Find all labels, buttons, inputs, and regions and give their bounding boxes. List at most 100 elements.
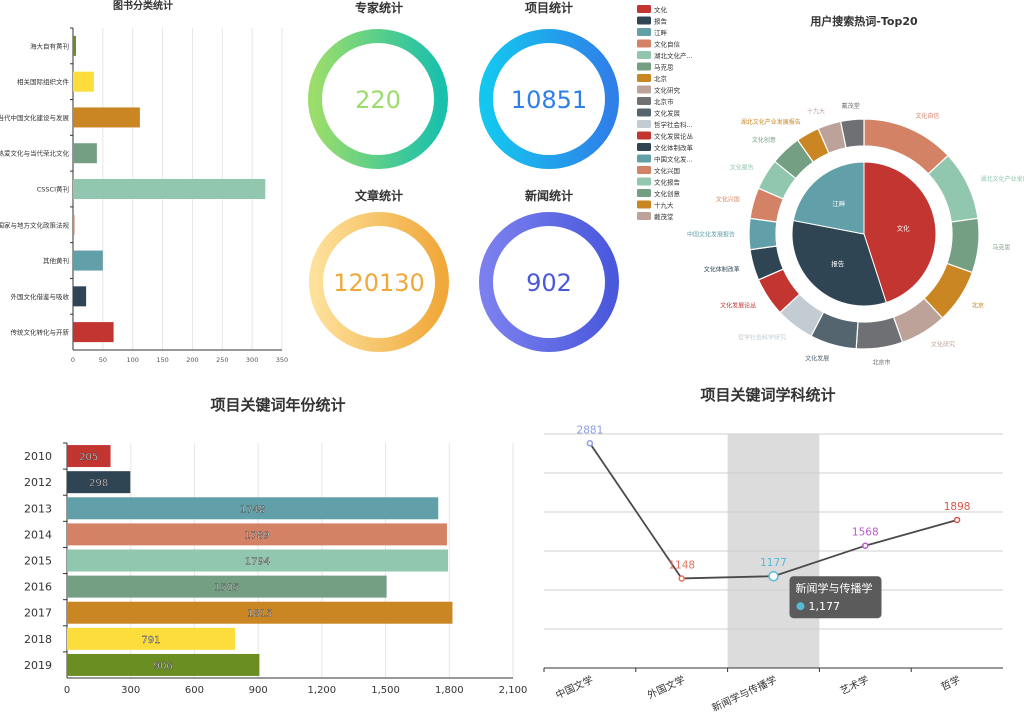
tooltip-title: 新闻学与传播学 (796, 581, 873, 595)
hotwords-legend-label: 湖北文化产... (654, 51, 693, 60)
hotwords-outer-label: 文化自信 (915, 112, 939, 120)
keyword-year-label: 2013 (24, 502, 52, 515)
book-category-x-tick: 300 (246, 356, 258, 364)
book-category-bar (73, 286, 87, 307)
hotwords-outer-slice (946, 217, 980, 274)
keyword-year-value-label: 1794 (245, 557, 270, 568)
tooltip-marker (796, 602, 805, 611)
keyword-year-bar (67, 523, 447, 546)
keyword-discipline-value-label: 1177 (760, 557, 787, 569)
hotwords-outer-label: 中国文化发展报告 (687, 231, 735, 239)
keyword-year-bar (67, 549, 449, 572)
keyword-year-label: 2010 (24, 450, 52, 463)
hotwords-legend-label: 文化 (654, 5, 668, 14)
hotwords-legend-swatch (637, 177, 651, 186)
keyword-discipline-point (953, 516, 961, 524)
book-category-bar (73, 179, 266, 199)
hotwords-outer-label: 文化兴国 (716, 196, 740, 204)
keyword-year-label: 2017 (24, 607, 52, 620)
hotwords-outer-label: 湖北文化产业发展报告 (980, 175, 1024, 183)
book-category-label: 外国文化借鉴与吸收 (11, 292, 70, 301)
hotwords-legend-swatch (637, 166, 651, 174)
hotwords-legend-label: 文化研究 (654, 86, 681, 95)
stat-gauge-value: 220 (355, 86, 401, 114)
keyword-discipline-point (768, 570, 779, 582)
book-category-label: 相关国际组织文件 (17, 77, 70, 86)
book-category-label: 国家与地方文化政策法规 (0, 220, 70, 229)
keyword-year-x-tick: 1,500 (371, 685, 400, 696)
book-category-x-tick: 350 (276, 356, 288, 364)
keyword-discipline-x-label: 中国文学 (553, 673, 595, 702)
hotwords-legend-swatch (637, 131, 651, 140)
keyword-discipline-chart: 项目关键词学科统计 2881 中国文学 1148 外国文学 1177 新闻学与传播学 156… (543, 386, 1003, 714)
hotwords-legend-swatch (637, 200, 651, 209)
keyword-year-x-tick: 1,800 (435, 685, 464, 696)
stat-gauge-ring (479, 29, 619, 169)
book-category-bar (73, 35, 76, 56)
keyword-year-label: 2015 (24, 555, 52, 568)
book-category-bar (73, 322, 114, 343)
book-category-chart: 图书分类统计 0 50 100 150 200 250 300 350 海大自有黄刊相关国际组织… (0, 0, 288, 364)
book-category-label: 海大自有黄刊 (30, 41, 69, 50)
keyword-year-value-label: 1815 (247, 609, 272, 620)
hotwords-outer-slice (839, 118, 865, 149)
keyword-discipline-x-label: 哲学 (939, 673, 963, 693)
hotwords-inner-label: 报告 (831, 259, 845, 268)
hotwords-inner-label: 江畔 (832, 199, 846, 208)
hotwords-legend-label: 哲学社会科... (654, 120, 693, 129)
tooltip-box (789, 576, 882, 619)
keyword-year-bar (67, 471, 131, 494)
hotwords-legend-label: 文化自信 (654, 40, 681, 49)
keyword-year-bar (67, 445, 111, 468)
keyword-discipline-x-label: 艺术学 (838, 673, 871, 697)
hotwords-outer-label: 戴茂堂 (842, 102, 860, 110)
book-category-label: CSSCI黄刊 (37, 185, 69, 194)
keyword-year-value-label: 906 (154, 661, 173, 672)
hotwords-outer-label: 文化发展 (805, 355, 829, 363)
stat-gauge-value: 120130 (333, 269, 425, 297)
keyword-discipline-tooltip: 新闻学与传播学 1,177 (789, 576, 882, 619)
keyword-year-bar (67, 601, 453, 624)
hotwords-inner-label: 文化 (897, 223, 911, 232)
book-category-bar (73, 250, 103, 271)
hotwords-outer-slice (855, 316, 904, 350)
hotwords-legend-swatch (637, 143, 651, 151)
hotwords-legend-swatch (637, 51, 651, 59)
stat-gauge-title: 新闻统计 (525, 188, 573, 203)
stat-gauge-value: 10851 (511, 86, 587, 114)
hotwords-legend-swatch (637, 16, 651, 25)
keyword-year-value-label: 1748 (240, 504, 265, 515)
keyword-discipline-value-label: 1898 (944, 501, 971, 513)
hotwords-legend-swatch (637, 39, 651, 48)
hotwords-legend-label: 十九大 (654, 201, 674, 210)
hotwords-legend-label: 文化报告 (654, 178, 681, 187)
hotwords-outer-label: 十九大 (807, 108, 825, 116)
hotwords-outer-label: 文化体制改革 (704, 265, 740, 273)
hotwords-legend-label: 文化发展论丛 (654, 132, 694, 141)
keyword-year-bar (67, 497, 439, 520)
hotwords-legend-label: 文化创意 (654, 189, 681, 198)
hotwords-legend-swatch (637, 108, 651, 117)
hotwords-legend-label: 戴茂堂 (654, 212, 674, 221)
keyword-discipline-value-label: 2881 (577, 424, 604, 436)
search-hotwords-title: 用户搜索热词-Top20 (810, 14, 918, 28)
book-category-label: 传统文化转化与开新 (11, 328, 70, 337)
keyword-year-label: 2014 (24, 528, 52, 541)
keyword-year-label: 2019 (24, 659, 52, 672)
keyword-discipline-title: 项目关键词学科统计 (700, 386, 835, 404)
stat-gauges: 专家统计 220 项目统计 10851 文章统计 120130 新闻统计 902 (308, 0, 619, 352)
keyword-year-bar (67, 575, 387, 598)
hotwords-legend-swatch (637, 189, 651, 197)
hotwords-outer-label: 北京市 (873, 358, 891, 366)
keyword-discipline-point (586, 440, 594, 447)
hotwords-legend-label: 文化体制改革 (654, 143, 694, 152)
keyword-discipline-x-label: 外国文学 (645, 673, 687, 702)
hotwords-legend-label: 文化发展 (654, 109, 681, 118)
hotwords-legend-label: 文化兴国 (654, 166, 680, 175)
hotwords-outer-label: 文化研究 (931, 341, 955, 349)
keyword-year-value-label: 791 (141, 635, 160, 646)
stat-gauge-ring (308, 29, 448, 169)
hotwords-outer-label: 马克思 (992, 244, 1010, 252)
keyword-discipline-point (862, 542, 869, 549)
book-category-x-tick: 250 (216, 356, 228, 364)
